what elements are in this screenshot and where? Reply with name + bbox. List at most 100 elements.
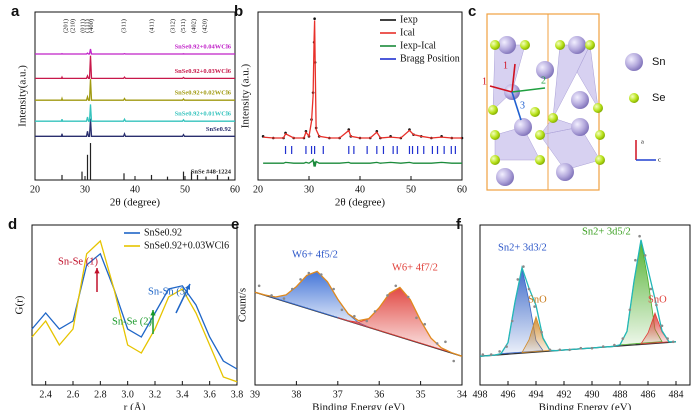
x-tick-label: 2.8 xyxy=(94,389,107,400)
y-axis-label: Intensity(a.u.) xyxy=(17,65,29,127)
data-point xyxy=(423,322,427,326)
x-tick-label: 2.6 xyxy=(67,389,80,400)
data-point xyxy=(353,314,356,318)
data-point xyxy=(671,340,675,344)
data-line xyxy=(35,79,235,101)
data-line xyxy=(35,48,235,55)
panel-letter: a xyxy=(11,3,20,20)
data-point xyxy=(489,353,493,356)
data-point xyxy=(319,273,323,276)
data-point xyxy=(666,337,669,340)
bond-label: 1 xyxy=(503,60,508,71)
panel-d: d 2.4 2.6 2.8 3.0 3.2 3.4 3.6 3.8 r (Å) G(r) SnSe0.… xyxy=(8,216,243,410)
panel-letter: c xyxy=(468,3,476,20)
x-tick-label: 60 xyxy=(230,184,240,195)
data-line xyxy=(35,118,235,137)
x-tick-label: 498 xyxy=(473,389,488,400)
x-tick-label: 496 xyxy=(501,389,516,400)
axis-label: a xyxy=(641,138,644,145)
panel-e: e 39 38 37 36 35 34 Binding Energy (eV) Count/s W… xyxy=(231,216,467,410)
plot-frame xyxy=(479,224,691,386)
reflection-label: (201) xyxy=(62,19,69,33)
plot-frame xyxy=(257,11,463,181)
x-tick-label: 3.6 xyxy=(203,389,216,400)
data-point xyxy=(558,348,562,352)
annotation: Sn-Se (1) xyxy=(58,256,98,267)
data-point xyxy=(579,346,583,350)
series-label: SnSe0.92+0.01WCl6 xyxy=(175,111,232,118)
data-point xyxy=(332,287,335,291)
legend-label: Se xyxy=(652,92,665,104)
polyhedra xyxy=(492,44,601,171)
data-line xyxy=(263,20,462,139)
panel-b: b 20 30 40 50 60 2θ (degree) Intensity (a.u.) Ie… xyxy=(234,3,467,209)
plot-frame xyxy=(254,224,463,386)
data-point xyxy=(628,308,632,312)
series-label: SnSe0.92+0.02WCl6 xyxy=(175,90,232,97)
x-tick-label: 39 xyxy=(250,389,260,400)
x-tick-label: 2.4 xyxy=(39,389,52,400)
data-point xyxy=(548,348,552,352)
reflection-label: (420) xyxy=(201,19,208,33)
plot-frame xyxy=(31,224,238,386)
x-tick-label: 38 xyxy=(291,389,301,400)
x-tick-label: 20 xyxy=(253,184,263,195)
series-label: SnSe0.92+0.04WCl6 xyxy=(175,43,232,50)
data-point xyxy=(613,343,616,347)
panel-f: f 498 496 494 492 490 488 486 484 Binding Energy … xyxy=(456,216,691,410)
x-tick-label: 30 xyxy=(80,184,90,195)
x-axis-label: 2θ (degree) xyxy=(110,197,160,209)
x-tick-label: 40 xyxy=(355,184,365,195)
structure-panel: c 1 1 2 3 xyxy=(468,3,665,191)
arrow-head xyxy=(94,268,100,274)
arrow-head xyxy=(185,284,191,290)
legend-label: Iexp-Ical xyxy=(400,40,436,51)
reflection-label: (011) xyxy=(79,19,86,33)
arrow-head xyxy=(150,310,156,316)
annotation: Sn2+ 3d5/2 xyxy=(582,226,631,237)
data-point xyxy=(435,342,439,345)
data-line xyxy=(31,252,238,370)
x-tick-label: 3.0 xyxy=(121,389,134,400)
x-tick-label: 492 xyxy=(557,389,572,400)
panel-letter: f xyxy=(456,216,462,233)
x-axis-label: Binding Energy (eV) xyxy=(539,402,632,410)
annotation: Sn-Se (2) xyxy=(112,316,152,327)
bond-label: 1 xyxy=(482,76,487,87)
data-point xyxy=(533,305,536,308)
bond-label: 2 xyxy=(541,75,546,86)
x-tick-label: 486 xyxy=(641,389,656,400)
series-label: SnSe0.92 xyxy=(206,126,231,133)
data-point xyxy=(510,319,514,323)
x-tick-label: 490 xyxy=(585,389,600,400)
annotation: W6+ 4f5/2 xyxy=(292,249,338,260)
data-point xyxy=(282,297,286,300)
se-atoms xyxy=(488,40,605,165)
y-axis-label: Intensity (a.u.) xyxy=(240,63,252,128)
series-label: SnSe0.92+0.03WCl6 xyxy=(175,68,232,75)
data-point xyxy=(290,287,294,291)
x-tick-label: 34 xyxy=(457,389,467,400)
x-tick-label: 35 xyxy=(416,389,426,400)
data-point xyxy=(340,308,344,312)
data-point xyxy=(655,303,658,307)
sn-atoms xyxy=(496,36,589,186)
data-point xyxy=(406,295,410,299)
data-line xyxy=(35,104,235,122)
data-line xyxy=(31,239,238,383)
data-point xyxy=(643,254,647,257)
data-point xyxy=(540,330,543,334)
x-tick-label: 488 xyxy=(613,389,628,400)
x-tick-label: 50 xyxy=(180,184,190,195)
x-tick-label: 50 xyxy=(406,184,416,195)
data-point xyxy=(415,316,418,320)
x-tick-label: 40 xyxy=(130,184,140,195)
x-tick-label: 37 xyxy=(333,389,343,400)
data-point xyxy=(452,359,456,363)
legend-se xyxy=(629,93,639,103)
legend-label: Ical xyxy=(400,27,415,38)
x-tick-label: 484 xyxy=(669,389,684,400)
data-point xyxy=(505,345,508,348)
x-tick-label: 20 xyxy=(30,184,40,195)
